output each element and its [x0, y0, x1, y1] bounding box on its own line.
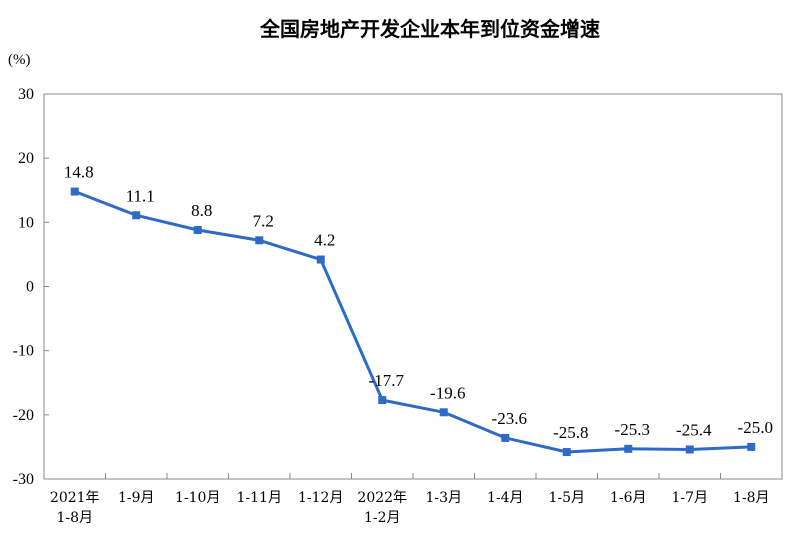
x-tick-label: 2022年 1-2月 — [357, 490, 407, 526]
data-point-marker — [685, 445, 694, 454]
y-tick-label: 30 — [18, 86, 34, 103]
x-tick-label: 1-3月 — [425, 490, 462, 506]
data-point-marker — [439, 408, 448, 417]
x-tick-label: 1-6月 — [610, 490, 647, 506]
data-label: -25.8 — [553, 423, 588, 442]
data-label: 14.8 — [64, 163, 94, 182]
x-tick-label: 1-8月 — [733, 490, 770, 506]
data-label: -17.7 — [369, 371, 405, 390]
y-tick-label: 20 — [18, 150, 34, 167]
x-tick-label: 1-4月 — [487, 490, 524, 506]
data-label: 7.2 — [253, 211, 274, 230]
x-tick-label: 1-12月 — [298, 490, 343, 506]
y-tick-label: 10 — [18, 214, 34, 231]
x-tick-label: 1-10月 — [175, 490, 220, 506]
data-point-marker — [70, 187, 79, 196]
y-axis: 30 20 10 0 -10 -20 -30 — [13, 86, 49, 488]
y-tick-label: 0 — [26, 279, 34, 296]
data-label: -25.4 — [676, 420, 712, 439]
data-point-marker — [193, 226, 202, 235]
x-tick-label: 1-5月 — [548, 490, 585, 506]
y-tick-label: -10 — [13, 343, 34, 360]
data-label: -23.6 — [492, 409, 527, 428]
chart-title: 全国房地产开发企业本年到位资金增速 — [259, 17, 600, 41]
y-tick-label: -30 — [13, 471, 34, 488]
x-axis: 2021年 1-8月 1-9月 1-10月 1-11月 1-12月 2022年 1-2月 1-3… — [50, 473, 770, 526]
data-point-marker — [501, 433, 510, 442]
data-point-marker — [378, 396, 387, 405]
y-axis-unit-label: (%) — [8, 52, 31, 68]
data-label: -25.0 — [738, 418, 773, 437]
data-point-marker — [624, 444, 633, 453]
data-label: -19.6 — [430, 383, 465, 402]
data-series — [70, 187, 756, 457]
x-tick-label: 1-7月 — [671, 490, 708, 506]
data-point-marker — [747, 442, 756, 451]
x-tick-label: 1-11月 — [237, 490, 282, 506]
x-tick-label: 2021年 1-8月 — [50, 490, 100, 526]
plot-frame — [43, 93, 783, 480]
data-label: 4.2 — [314, 231, 335, 250]
y-tick-label: -20 — [13, 407, 34, 424]
series-line — [74, 190, 752, 454]
data-point-marker — [132, 211, 141, 220]
data-point-marker — [316, 255, 325, 264]
x-tick-label: 1-9月 — [118, 490, 155, 506]
data-point-marker — [562, 448, 571, 457]
data-point-marker — [255, 236, 264, 245]
data-label: -25.3 — [615, 420, 650, 439]
data-labels: 14.8 11.1 8.8 7.2 4.2 -17.7 -19.6 -23.6 -25.8 -25… — [64, 163, 773, 443]
data-label: 11.1 — [126, 186, 155, 205]
data-label: 8.8 — [191, 201, 212, 220]
